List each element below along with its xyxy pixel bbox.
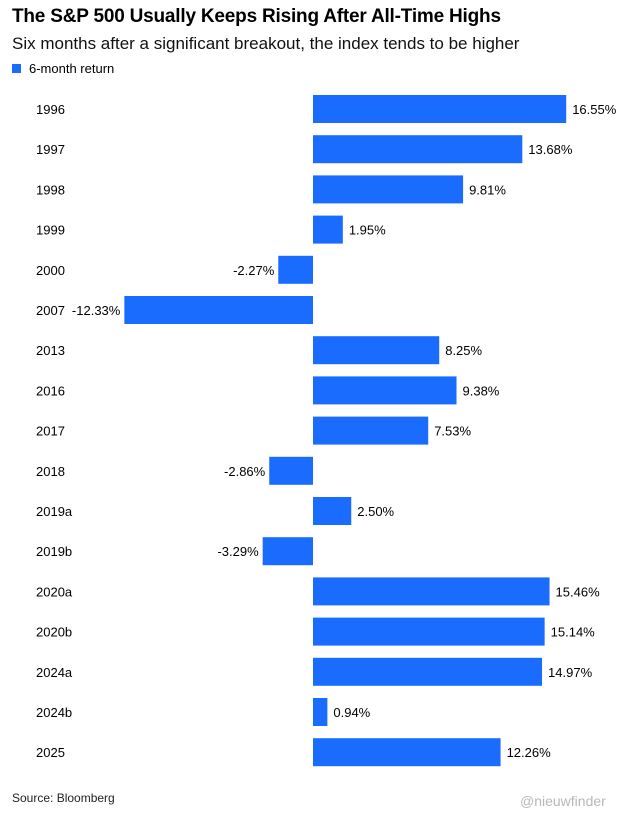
category-label: 2017 — [36, 424, 65, 439]
bar — [313, 577, 550, 606]
category-label: 2020b — [36, 625, 72, 640]
value-label: 12.26% — [507, 745, 552, 760]
legend: 6-month return — [12, 61, 114, 76]
value-label: 9.38% — [463, 383, 500, 398]
bar — [313, 376, 457, 405]
watermark: @nieuwfinder — [520, 793, 606, 809]
value-label: 15.14% — [551, 625, 596, 640]
category-label: 2013 — [36, 343, 65, 358]
chart-title: The S&P 500 Usually Keeps Rising After A… — [12, 6, 501, 27]
bar — [269, 456, 313, 485]
value-label: 1.95% — [349, 223, 386, 238]
bar — [124, 296, 313, 324]
category-label: 2025 — [36, 745, 65, 760]
value-label: 2.50% — [357, 504, 394, 519]
bar — [313, 617, 545, 646]
source-note: Source: Bloomberg — [12, 791, 115, 805]
bar-chart: 1996 16.55% 1997 13.68% 1998 9.81% 1999 1.95% 20… — [36, 95, 617, 767]
category-label: 2018 — [36, 464, 65, 479]
value-label: 9.81% — [469, 182, 506, 197]
category-label: 1996 — [36, 102, 65, 117]
category-label: 1999 — [36, 223, 65, 238]
bar — [313, 657, 543, 686]
category-label: 2007 — [36, 303, 65, 318]
value-label: 16.55% — [572, 102, 617, 117]
value-label: 7.53% — [434, 424, 471, 439]
bar — [313, 135, 523, 164]
category-label: 1998 — [36, 182, 65, 197]
category-label: 2019a — [36, 504, 73, 519]
category-label: 2019b — [36, 544, 72, 559]
bar — [313, 95, 567, 123]
value-label: 0.94% — [333, 705, 370, 720]
value-label: -12.33% — [72, 303, 121, 318]
bar — [313, 336, 440, 365]
value-label: 13.68% — [528, 142, 573, 157]
bar — [313, 215, 343, 244]
value-label: 15.46% — [556, 584, 601, 599]
bar — [313, 497, 352, 525]
bar — [313, 416, 429, 445]
category-label: 2020a — [36, 584, 73, 599]
value-label: -2.86% — [224, 464, 266, 479]
category-label: 1997 — [36, 142, 65, 157]
bar — [278, 255, 313, 284]
legend-label: 6-month return — [29, 61, 115, 76]
category-label: 2016 — [36, 383, 65, 398]
value-label: 8.25% — [445, 343, 482, 358]
category-label: 2024b — [36, 705, 72, 720]
value-label: -3.29% — [217, 544, 259, 559]
bar — [262, 537, 313, 566]
value-label: -2.27% — [233, 263, 275, 278]
category-label: 2000 — [36, 263, 65, 278]
bar — [313, 698, 328, 726]
legend-swatch — [12, 64, 21, 73]
chart-subtitle: Six months after a significant breakout,… — [12, 34, 520, 53]
value-label: 14.97% — [548, 665, 593, 680]
bar — [313, 738, 501, 767]
category-label: 2024a — [36, 665, 73, 680]
bar — [313, 175, 464, 204]
